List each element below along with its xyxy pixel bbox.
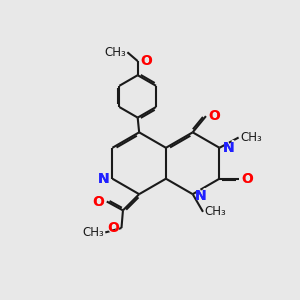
Text: CH₃: CH₃ (82, 226, 104, 239)
Text: O: O (107, 221, 119, 235)
Text: CH₃: CH₃ (205, 205, 226, 218)
Text: N: N (97, 171, 110, 186)
Text: O: O (140, 54, 152, 68)
Text: N: N (222, 141, 234, 155)
Text: O: O (208, 109, 220, 123)
Text: O: O (208, 109, 221, 124)
Text: O: O (241, 172, 253, 186)
Text: O: O (107, 221, 119, 235)
Text: N: N (98, 172, 109, 186)
Text: O: O (140, 54, 152, 68)
Text: O: O (92, 194, 104, 208)
Text: N: N (222, 141, 234, 155)
Text: O: O (140, 54, 153, 69)
Text: O: O (208, 109, 220, 123)
Text: N: N (98, 172, 109, 186)
Text: CH₃: CH₃ (240, 131, 262, 144)
Text: N: N (195, 189, 207, 202)
Text: O: O (92, 194, 104, 208)
Text: N: N (195, 189, 207, 202)
Text: O: O (241, 172, 253, 186)
Text: O: O (92, 194, 104, 209)
Text: CH₃: CH₃ (104, 46, 126, 59)
Text: O: O (106, 220, 119, 236)
Text: N: N (195, 188, 208, 203)
Text: N: N (222, 140, 235, 155)
Text: O: O (241, 171, 254, 186)
